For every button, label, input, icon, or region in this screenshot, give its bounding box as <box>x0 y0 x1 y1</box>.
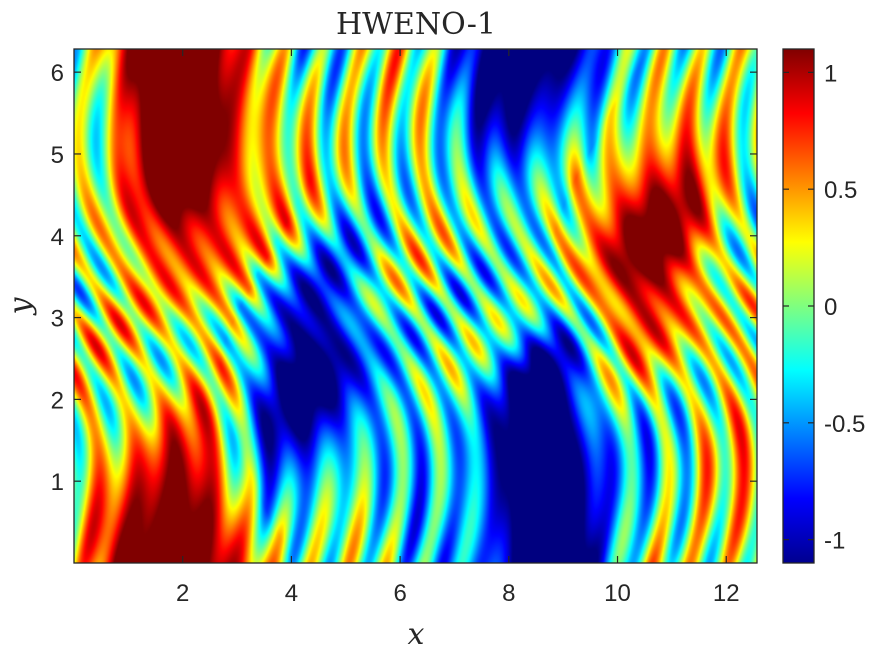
colorbar-tick-label: -0.5 <box>824 411 865 438</box>
y-tick-label: 2 <box>51 387 64 414</box>
y-axis-ticks: 1 2 3 4 5 6 <box>51 60 757 496</box>
x-tick-label: 10 <box>604 580 631 607</box>
y-tick-label: 6 <box>51 60 64 87</box>
x-tick-label: 2 <box>176 580 189 607</box>
colorbar-tick-label: 0 <box>824 294 837 321</box>
colorbar-tick-label: -1 <box>824 528 845 555</box>
colorbar-tick-label: 0.5 <box>824 177 857 204</box>
x-tick-label: 8 <box>502 580 515 607</box>
x-axis-label: x <box>408 617 425 652</box>
x-axis-ticks: 2 4 6 8 10 12 <box>176 49 740 607</box>
colorbar-ticks: -1 -0.5 0 0.5 1 <box>783 60 865 555</box>
chart-title: HWENO-1 <box>336 7 496 42</box>
y-tick-label: 5 <box>51 142 64 169</box>
plot-area <box>74 49 757 563</box>
y-tick-label: 3 <box>51 306 64 333</box>
x-tick-label: 12 <box>713 580 740 607</box>
colorbar-tick-label: 1 <box>824 60 837 87</box>
y-tick-label: 4 <box>51 224 64 251</box>
y-axis-label: y <box>3 296 38 316</box>
plot-frame <box>73 48 758 564</box>
x-tick-label: 6 <box>393 580 406 607</box>
y-tick-label: 1 <box>51 469 64 496</box>
vorticity-field <box>74 49 757 563</box>
x-tick-label: 4 <box>285 580 298 607</box>
colorbar: -1 -0.5 0 0.5 1 <box>782 48 865 564</box>
